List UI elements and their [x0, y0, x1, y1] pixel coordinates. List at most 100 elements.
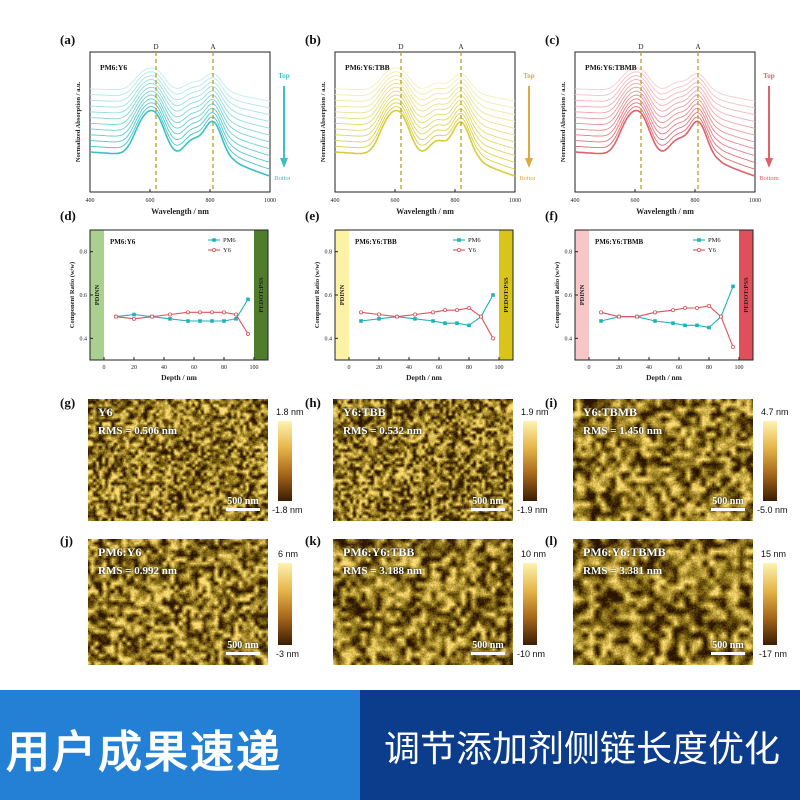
x-tick-label: 600: [391, 198, 400, 204]
x-tick-label: 80: [466, 365, 472, 371]
ratio-chart: PDINN PEDOT:PSS 0.4 0.6 0.8 0 20 40 60 80 100 Depth…: [554, 229, 754, 382]
marker-a-label: A: [210, 43, 215, 51]
x-tick-label: 600: [146, 198, 155, 204]
pm6-point: [186, 319, 190, 323]
panel-label: (j): [60, 533, 73, 548]
marker-d-label: D: [153, 43, 158, 51]
pdinn-layer: [335, 230, 349, 360]
top-label: Top: [763, 72, 775, 80]
plot-frame: [574, 51, 756, 193]
scale-bar: 500 nm: [711, 496, 745, 511]
pm6-point: [455, 321, 459, 325]
color-bar-min: -17 nm: [759, 649, 788, 659]
pm6-point: [467, 323, 471, 328]
absorption-curve: [575, 67, 756, 102]
y6-point: [442, 308, 447, 313]
y-axis-label: Normalized Absorption / a.u.: [560, 81, 567, 162]
absorption-panel-b: (b) 400 600 800 1000 Wavelength / nm Normaliz…: [305, 30, 539, 220]
marker-d-label: D: [638, 43, 643, 51]
y6-point: [359, 310, 364, 315]
color-bar-max: 1.8 nm: [276, 407, 304, 417]
absorption-panel-a: (a) 400 600 800 1000 Wavelength / nm Normaliz…: [60, 30, 294, 220]
absorption-curve: [334, 79, 516, 122]
y-tick-label: 0.6: [565, 293, 573, 299]
absorption-curve: [89, 82, 271, 129]
y-axis-label: Normalized Absorption / a.u.: [75, 81, 82, 162]
afm-rms: RMS = 0.506 nm: [98, 425, 177, 437]
color-bar: [763, 563, 777, 645]
legend-y6-label: Y6: [468, 247, 477, 254]
absorption-curve: [89, 106, 271, 170]
bottom-label: Bottom: [519, 175, 535, 182]
banner-subtitle: 调节添加剂侧链长度优化: [384, 729, 781, 770]
marker-a-label: A: [695, 43, 700, 51]
arrow-down-icon: [280, 158, 288, 168]
pm6-point: [132, 312, 136, 317]
y6-point: [114, 314, 119, 319]
x-tick-label: 100: [250, 365, 259, 371]
afm-panel-l: (l) PM6:Y6:TBMB RMS = 3.381 nm 500 nm 15…: [545, 533, 795, 673]
afm-panel-k: (k) PM6:Y6:TBB RMS = 3.188 nm 500 nm 10 …: [305, 533, 546, 673]
scale-bar: 500 nm: [711, 640, 745, 655]
x-axis-label: Wavelength / nm: [151, 207, 209, 216]
x-tick-label: 800: [691, 198, 700, 204]
y6-point: [395, 314, 400, 319]
color-bar-max: 15 nm: [761, 549, 787, 559]
pm6-point: [671, 321, 675, 325]
y6-point: [478, 314, 483, 319]
pm6-point: [653, 319, 657, 323]
x-tick-label: 60: [191, 365, 197, 371]
afm-panel-i: (i) Y6:TBMB RMS = 1.450 nm 500 nm 4.7 nm…: [545, 395, 795, 530]
series-line-pm6: [360, 294, 494, 326]
y6-point: [682, 306, 687, 311]
pedot-label: PEDOT:PSS: [743, 277, 750, 313]
pm6-point: [246, 297, 250, 302]
afm-title: Y6:TBMB: [583, 405, 637, 419]
absorption-curve: [89, 75, 271, 116]
panel-label: (c): [545, 32, 560, 47]
x-axis-label: Depth / nm: [646, 373, 683, 382]
pm6-point: [168, 317, 172, 321]
plot-frame: [334, 229, 514, 361]
y6-point: [694, 306, 699, 311]
afm-rms: RMS = 0.532 nm: [343, 425, 422, 437]
color-bar: [763, 421, 777, 501]
plot-frame: [334, 51, 516, 193]
series-line-pm6: [600, 286, 734, 329]
x-tick-label: 40: [406, 365, 412, 371]
legend-pm6-marker: [457, 238, 461, 242]
banner-left-block: 用户成果速递: [0, 690, 360, 800]
y-tick-label: 0.4: [565, 336, 573, 342]
x-tick-label: 1000: [749, 198, 761, 204]
sample-label: PM6:Y6:TBMB: [585, 63, 637, 72]
absorption-curve: [335, 67, 516, 102]
marker-d-label: D: [398, 43, 403, 51]
panel-label: (d): [60, 208, 76, 223]
absorption-curve: [89, 109, 271, 177]
legend-pm6-marker: [212, 238, 216, 242]
afm-title: PM6:Y6:TBMB: [583, 545, 666, 559]
absorption-curve: [334, 94, 516, 150]
y6-point: [197, 310, 202, 315]
scale-bar: 500 nm: [471, 640, 505, 655]
pdinn-label: PDINN: [579, 284, 586, 305]
ratio-panel-d: (d) PDINN PEDOT:PSS 0.4 0.6 0.8 0 20 40 60 80 100 D…: [60, 208, 290, 390]
plot-frame: [574, 229, 754, 361]
absorption-curve: [334, 86, 516, 136]
x-tick-label: 20: [131, 365, 137, 371]
pm6-point: [707, 325, 711, 330]
pm6-point: [443, 321, 447, 325]
panel-label: (e): [305, 208, 320, 223]
absorption-curve: [574, 109, 756, 177]
y6-point: [233, 312, 238, 317]
ratio-panel-f: (f) PDINN PEDOT:PSS 0.4 0.6 0.8 0 20 40 60 80 100 D…: [545, 208, 795, 390]
y6-point: [245, 332, 250, 337]
x-tick-label: 800: [451, 198, 460, 204]
scale-bar: 500 nm: [226, 640, 260, 655]
color-bar: [278, 563, 292, 645]
panel-label: (a): [60, 32, 76, 47]
banner: 用户成果速递 调节添加剂侧链长度优化: [0, 690, 800, 800]
legend-pm6-label: PM6: [468, 237, 481, 244]
color-bar: [523, 563, 537, 645]
pm6-point: [695, 323, 699, 328]
